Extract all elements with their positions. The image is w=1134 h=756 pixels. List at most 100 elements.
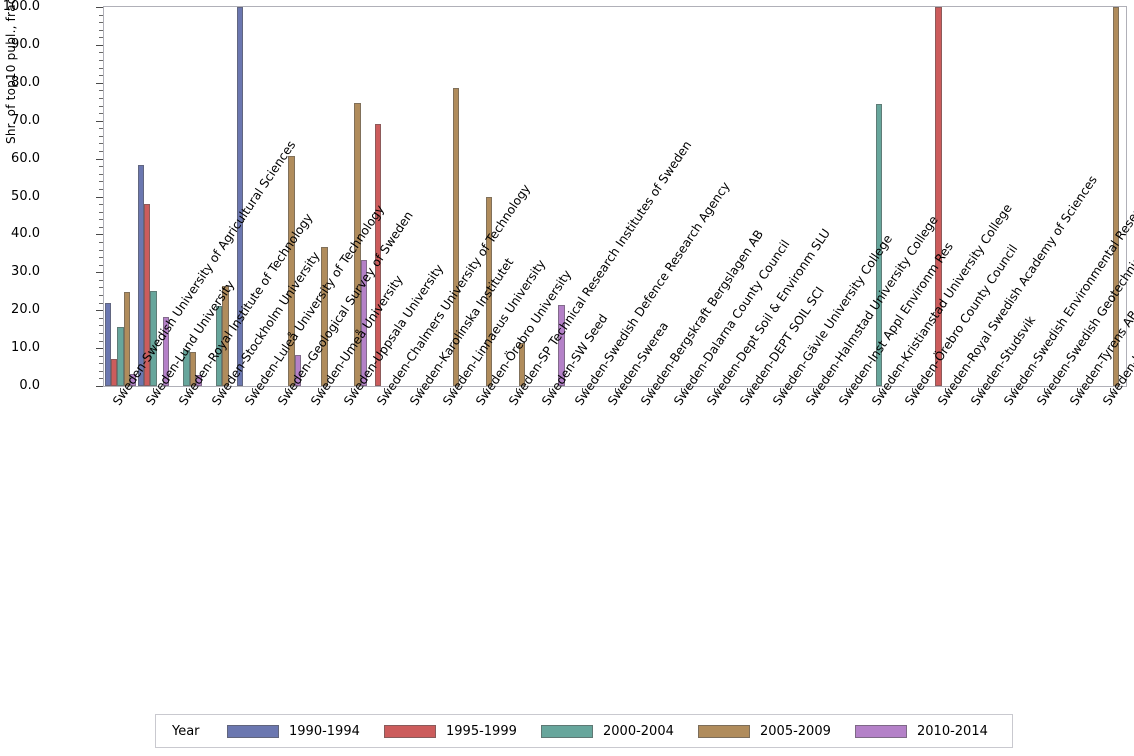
y-axis-tick-label: 40.0 (11, 226, 40, 242)
x-axis-tick (714, 388, 715, 392)
bar[interactable] (117, 326, 124, 386)
legend-label: 1990-1994 (289, 723, 360, 739)
bar[interactable] (222, 285, 229, 386)
y-axis-tick (96, 120, 103, 122)
bar[interactable] (183, 349, 190, 386)
bar[interactable] (453, 88, 460, 386)
y-axis-minor-tick (99, 60, 103, 62)
y-axis-minor-tick (99, 143, 103, 145)
y-axis-minor-tick (99, 67, 103, 69)
y-axis-minor-tick (99, 52, 103, 54)
y-axis-minor-tick (99, 113, 103, 115)
bar[interactable] (875, 104, 882, 386)
x-axis-tick (549, 388, 550, 392)
legend-item-2005-2009[interactable]: 2005-2009 (698, 715, 855, 747)
bar[interactable] (123, 292, 130, 386)
bar[interactable] (288, 155, 295, 386)
x-axis-tick (252, 388, 253, 392)
x-axis-tick-label: Sweden-Bergskraft Bergslagen AB (638, 227, 767, 408)
bar[interactable] (195, 375, 202, 386)
bar[interactable] (129, 373, 136, 386)
bars-container (104, 7, 1126, 386)
y-axis-tick-label: 60.0 (11, 150, 40, 166)
x-axis-tick (648, 388, 649, 392)
y-axis-minor-tick (99, 181, 103, 183)
bar[interactable] (137, 164, 145, 386)
y-axis-minor-tick (99, 378, 103, 380)
x-axis-tick (912, 388, 913, 392)
bar[interactable] (374, 124, 382, 386)
bar[interactable] (216, 306, 223, 386)
legend-item-1995-1999[interactable]: 1995-1999 (384, 715, 541, 747)
bar[interactable] (1112, 7, 1119, 386)
x-axis-tick (351, 388, 352, 392)
y-axis-tick (96, 348, 103, 350)
x-axis-tick-label: Sweden-Swerea (605, 319, 672, 408)
y-axis-minor-tick (99, 363, 103, 365)
y-axis-tick-label: 20.0 (11, 302, 40, 318)
x-axis-tick (615, 388, 616, 392)
legend-item-2000-2004[interactable]: 2000-2004 (541, 715, 698, 747)
y-axis-minor-tick (99, 241, 103, 243)
bar[interactable] (360, 259, 367, 386)
bar[interactable] (150, 291, 157, 386)
x-axis-tick (120, 388, 121, 392)
y-axis-minor-tick (99, 37, 103, 39)
y-axis-minor-tick (99, 317, 103, 319)
bar[interactable] (104, 303, 112, 386)
bar[interactable] (162, 316, 169, 386)
y-axis-minor-tick (99, 279, 103, 281)
y-axis-minor-tick (99, 302, 103, 304)
y-axis-minor-tick (99, 173, 103, 175)
x-axis-tick (1110, 388, 1111, 392)
bar[interactable] (935, 7, 942, 386)
legend-item-2010-2014[interactable]: 2010-2014 (855, 715, 1012, 747)
y-axis-tick-label: 80.0 (11, 74, 40, 90)
y-axis-minor-tick (99, 332, 103, 334)
bar[interactable] (294, 355, 301, 386)
legend[interactable]: Year 1990-1994 1995-1999 2000-2004 2005-200… (155, 714, 1013, 748)
legend-item-1990-1994[interactable]: 1990-1994 (227, 715, 384, 747)
bar[interactable] (519, 342, 526, 386)
y-axis-minor-tick (99, 249, 103, 251)
bar[interactable] (111, 359, 118, 386)
y-axis-minor-tick (99, 211, 103, 213)
x-axis-tick (1011, 388, 1012, 392)
y-axis-minor-tick (99, 166, 103, 168)
legend-swatch-icon (227, 724, 279, 738)
y-axis-minor-tick (99, 295, 103, 297)
y-axis-minor-tick (99, 340, 103, 342)
bar[interactable] (321, 246, 328, 386)
bar[interactable] (189, 352, 196, 386)
y-axis-tick (96, 158, 103, 160)
x-axis-tick (813, 388, 814, 392)
x-axis-tick (219, 388, 220, 392)
legend-swatch-icon (384, 724, 436, 738)
x-axis-tick (384, 388, 385, 392)
bar[interactable] (558, 305, 565, 386)
y-axis-tick-label: 10.0 (11, 340, 40, 356)
y-axis-tick-label: 50.0 (11, 188, 40, 204)
y-axis-minor-tick (99, 90, 103, 92)
y-axis-tick-label: 0.0 (19, 378, 40, 393)
bar[interactable] (354, 102, 361, 386)
y-axis-minor-tick (99, 128, 103, 130)
x-axis-tick-label: Sweden-Swedish Defence Research Agency (572, 179, 733, 408)
y-axis-minor-tick (99, 97, 103, 99)
y-axis-minor-tick (99, 105, 103, 107)
bar[interactable] (486, 196, 493, 386)
y-axis-tick-label: 90.0 (11, 36, 40, 52)
y-axis-minor-tick (99, 257, 103, 259)
x-axis-tick (516, 388, 517, 392)
y-axis-minor-tick (99, 264, 103, 266)
legend-swatch-icon (855, 724, 907, 738)
x-axis-tick (318, 388, 319, 392)
y-axis-tick-label: 70.0 (11, 112, 40, 128)
x-axis-tick (417, 388, 418, 392)
bar[interactable] (144, 204, 151, 386)
x-axis-labels: Sweden-Swedish University of Agricultura… (111, 138, 1134, 408)
legend-label: 1995-1999 (446, 723, 517, 739)
bar[interactable] (236, 7, 244, 386)
x-axis-tick (1044, 388, 1045, 392)
